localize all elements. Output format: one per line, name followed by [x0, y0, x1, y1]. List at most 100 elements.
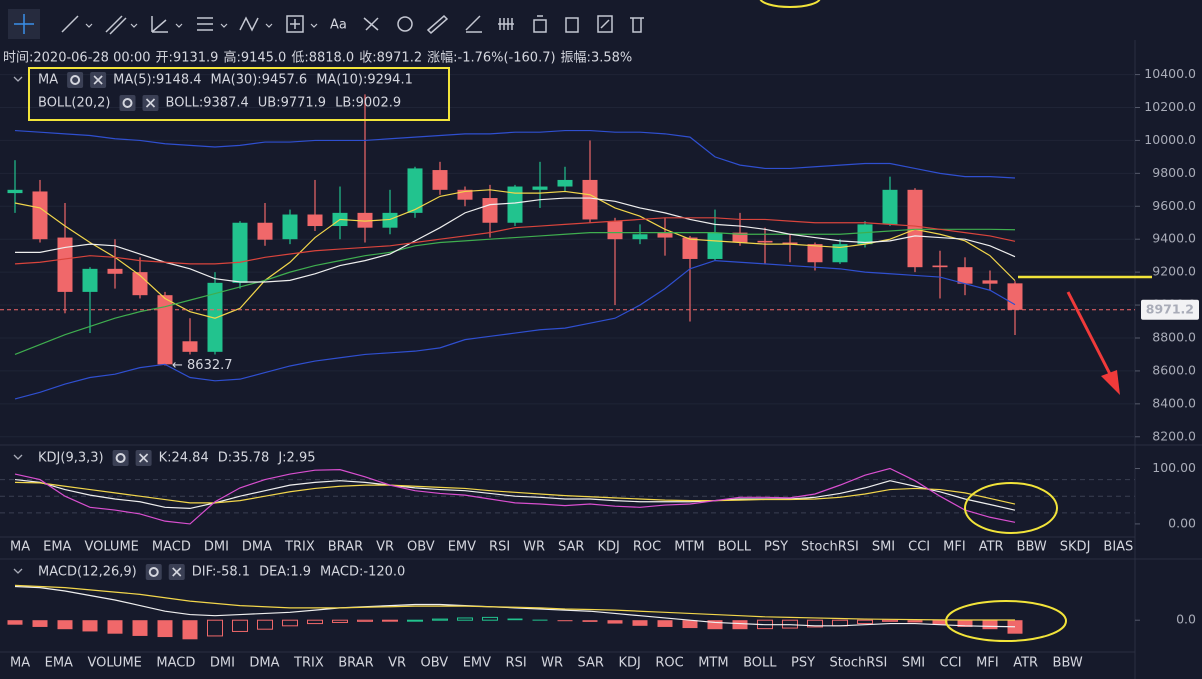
indicator-tab[interactable]: CCI: [940, 656, 962, 671]
indicator-tab[interactable]: KDJ: [597, 540, 619, 555]
indicator-tab[interactable]: MACD: [156, 656, 195, 671]
indicator-tab[interactable]: SMI: [902, 656, 925, 671]
channel-tool[interactable]: [105, 15, 127, 35]
brush-tool[interactable]: [363, 17, 379, 31]
wave-tool[interactable]: [239, 16, 259, 32]
indicator-tab[interactable]: BOLL: [718, 540, 752, 555]
measure-tool[interactable]: [286, 15, 304, 33]
candle-body: [757, 240, 773, 243]
collapse-toggle[interactable]: [13, 454, 23, 460]
settings-button[interactable]: [112, 450, 129, 466]
indicator-tab[interactable]: DMA: [249, 656, 279, 671]
indicator-tab[interactable]: StochRSI: [830, 656, 888, 671]
ruler-tool[interactable]: [426, 14, 449, 35]
close-glyph: [145, 98, 156, 108]
indicator-tab[interactable]: OBV: [421, 656, 449, 671]
indicator-tab[interactable]: BRAR: [338, 656, 373, 671]
macd-bar: [907, 620, 923, 623]
settings-button[interactable]: [145, 564, 162, 580]
indicator-tab[interactable]: SAR: [578, 656, 604, 671]
indicator-tab[interactable]: BBW: [1017, 540, 1047, 555]
macd-bar: [682, 620, 698, 629]
indicator-tab[interactable]: ROC: [655, 656, 683, 671]
indicator-tab[interactable]: MA: [10, 540, 30, 555]
indicator-tab[interactable]: BRAR: [328, 540, 363, 555]
candle-body: [82, 268, 98, 292]
candle-body: [157, 295, 173, 365]
indicator-tab[interactable]: VOLUME: [87, 656, 141, 671]
indicator-tab[interactable]: MTM: [698, 656, 728, 671]
info-label: 收:: [359, 51, 376, 66]
delete-tool[interactable]: [630, 17, 644, 33]
macd-bar: [332, 619, 348, 623]
line-tool[interactable]: [61, 15, 79, 33]
magnet-tool[interactable]: [397, 16, 413, 32]
indicator-tab[interactable]: WR: [523, 540, 545, 555]
indicator-tab[interactable]: VR: [376, 540, 394, 555]
settings-button[interactable]: [67, 72, 84, 88]
collapse-toggle[interactable]: [13, 76, 23, 82]
measure-plus: [290, 19, 300, 29]
pen-tool[interactable]: [465, 15, 482, 33]
indicator-tab[interactable]: StochRSI: [801, 540, 859, 555]
indicator-tab[interactable]: EMA: [45, 656, 73, 671]
indicator-tab[interactable]: DMA: [242, 540, 272, 555]
indicator-tab[interactable]: EMV: [463, 656, 491, 671]
candle-body: [532, 186, 548, 190]
indicator-tab[interactable]: BIAS: [1103, 540, 1133, 555]
info-value: 3.58%: [591, 51, 632, 66]
indicator-tab[interactable]: ATR: [979, 540, 1004, 555]
indicator-tab[interactable]: PSY: [791, 656, 815, 671]
macd-bar: [532, 619, 548, 621]
indicator-tab[interactable]: RSI: [489, 540, 510, 555]
indicator-tab[interactable]: VOLUME: [84, 540, 138, 555]
indicator-tab[interactable]: PSY: [764, 540, 788, 555]
bars-tool[interactable]: [498, 18, 514, 30]
indicator-tab[interactable]: MFI: [976, 656, 999, 671]
legend-entry: J:2.95: [277, 451, 315, 466]
indicator-tab[interactable]: TRIX: [284, 540, 315, 555]
indicator-line: [14, 260, 1016, 400]
indicator-tab[interactable]: MACD: [152, 540, 191, 555]
y-tick-label: 100.00: [1152, 460, 1196, 475]
y-tick-label: 10000.0: [1144, 132, 1196, 147]
indicator-tab[interactable]: BBW: [1053, 656, 1083, 671]
indicator-tab[interactable]: VR: [388, 656, 406, 671]
indicator-line: [15, 197, 1016, 283]
macd-bar: [7, 620, 23, 625]
indicator-tab[interactable]: CCI: [908, 540, 930, 555]
indicator-tab[interactable]: SAR: [558, 540, 584, 555]
indicator-tab[interactable]: EMA: [43, 540, 71, 555]
indicator-tab[interactable]: KDJ: [618, 656, 640, 671]
indicator-tab[interactable]: TRIX: [293, 656, 324, 671]
indicator-tab[interactable]: DMI: [210, 656, 235, 671]
copy-tool[interactable]: [565, 17, 579, 33]
indicator-tab[interactable]: SMI: [872, 540, 895, 555]
indicator-tab[interactable]: MA: [10, 656, 30, 671]
crosshair-tool[interactable]: [14, 14, 34, 34]
indicator-tab[interactable]: SKDJ: [1060, 540, 1091, 555]
annotation-ellipse: [964, 482, 1058, 534]
fib-tool[interactable]: [197, 17, 213, 31]
hide-tool[interactable]: [597, 15, 613, 33]
indicator-tab[interactable]: OBV: [407, 540, 435, 555]
text-tool[interactable]: Aa: [330, 18, 347, 33]
indicator-tab[interactable]: ROC: [633, 540, 661, 555]
indicator-tab[interactable]: RSI: [506, 656, 527, 671]
indicator-tab[interactable]: ATR: [1013, 656, 1038, 671]
indicator-tab[interactable]: MFI: [943, 540, 966, 555]
lock-tool[interactable]: [533, 15, 547, 33]
low-annotation: ← 8632.7: [172, 358, 233, 373]
angle-tool[interactable]: [151, 16, 168, 33]
collapse-toggle[interactable]: [13, 568, 23, 574]
indicator-line: [14, 129, 1016, 179]
info-label: 涨幅:: [427, 51, 457, 66]
macd-bar: [557, 620, 573, 622]
indicator-tab[interactable]: BOLL: [743, 656, 777, 671]
settings-glyph: [122, 98, 133, 108]
indicator-tab[interactable]: EMV: [448, 540, 476, 555]
settings-button[interactable]: [119, 95, 136, 111]
indicator-tab[interactable]: DMI: [204, 540, 229, 555]
indicator-tab[interactable]: MTM: [674, 540, 704, 555]
indicator-tab[interactable]: WR: [541, 656, 563, 671]
